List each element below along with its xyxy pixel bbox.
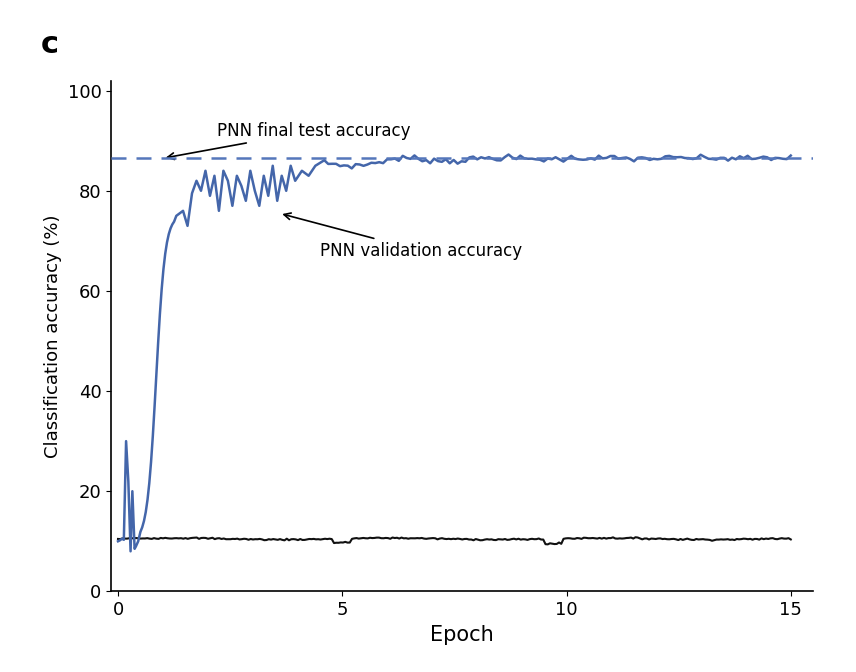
Text: PNN final test accuracy: PNN final test accuracy [168, 122, 410, 159]
Text: PNN validation accuracy: PNN validation accuracy [284, 213, 522, 260]
Y-axis label: Classification accuracy (%): Classification accuracy (%) [45, 214, 62, 458]
Text: c: c [41, 30, 59, 58]
X-axis label: Epoch: Epoch [431, 625, 494, 644]
